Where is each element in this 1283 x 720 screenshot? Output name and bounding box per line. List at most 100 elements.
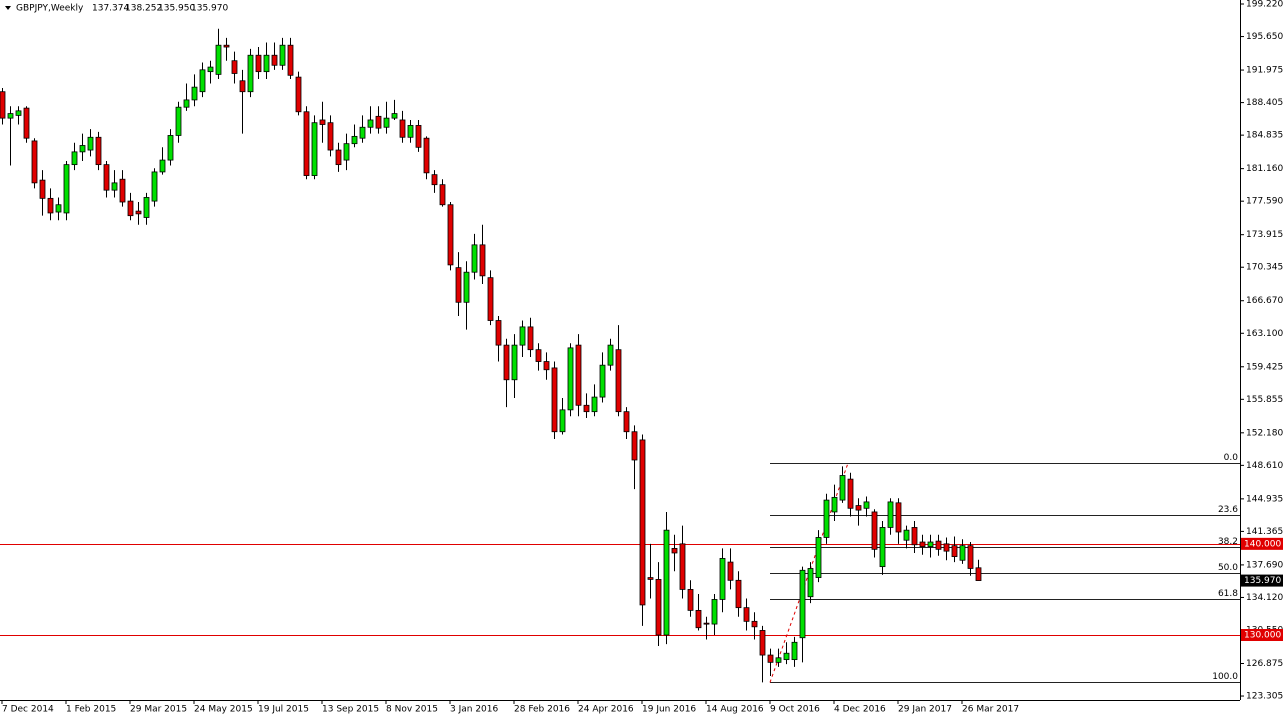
candle-body	[703, 622, 710, 625]
x-tick-label: 1 Feb 2015	[66, 705, 116, 715]
y-tick-label: 199.220	[1246, 0, 1283, 10]
x-tick-label: 28 Feb 2016	[514, 705, 570, 715]
last-price-box	[1241, 574, 1283, 587]
candle-body	[831, 496, 838, 513]
candle-body	[927, 541, 934, 547]
candle-body	[823, 499, 830, 538]
candle-body	[359, 126, 366, 139]
fib-label: 100.0	[1212, 672, 1238, 682]
candle-body	[23, 107, 30, 139]
candle-body	[191, 86, 198, 101]
y-tick-label: 188.405	[1246, 98, 1283, 108]
candle-body	[471, 244, 478, 273]
y-tick-label: 159.425	[1246, 362, 1283, 372]
candle-body	[167, 135, 174, 161]
y-tick-label: 177.590	[1246, 197, 1283, 207]
candle-body	[607, 344, 614, 366]
candle-body	[967, 545, 974, 569]
candle-body	[111, 182, 118, 191]
candle-body	[783, 652, 790, 661]
candle-body	[535, 349, 542, 362]
candle-body	[727, 561, 734, 581]
x-tick-label: 29 Jan 2017	[898, 705, 952, 715]
x-tick-label: 9 Oct 2016	[770, 705, 820, 715]
candle-body	[239, 80, 246, 93]
candle-body	[479, 244, 486, 277]
header-value: 135.970	[191, 4, 228, 14]
candle-body	[103, 164, 110, 191]
x-tick-label: 7 Dec 2014	[2, 705, 54, 715]
candle-body	[975, 567, 982, 581]
last-price-label: 135.970	[1244, 576, 1281, 586]
candle-body	[399, 119, 406, 138]
candle-body	[503, 344, 510, 381]
candle-body	[231, 60, 238, 74]
y-tick-label: 126.875	[1246, 659, 1283, 669]
candle-body	[879, 527, 886, 568]
header-value: 137.374	[92, 4, 129, 14]
candle-body	[663, 529, 670, 636]
candle-body	[311, 122, 318, 176]
candle-body	[223, 44, 230, 48]
candle-body	[951, 545, 958, 558]
fib-label: 38.2	[1218, 537, 1238, 547]
candle-body	[247, 54, 254, 93]
candle-body	[919, 541, 926, 547]
candle-body	[15, 110, 22, 116]
candle-body	[55, 204, 62, 213]
candle-body	[303, 111, 310, 176]
candle-body	[71, 151, 78, 166]
x-tick-label: 29 Mar 2015	[130, 705, 187, 715]
fib-label: 61.8	[1218, 589, 1238, 599]
candle-body	[47, 197, 54, 214]
x-tick-label: 3 Jan 2016	[450, 705, 498, 715]
candle-body	[255, 54, 262, 73]
candle-body	[847, 478, 854, 509]
y-tick-label: 163.100	[1246, 329, 1283, 339]
y-tick-label: 155.855	[1246, 395, 1283, 405]
candle-body	[687, 589, 694, 611]
candle-body	[95, 136, 102, 166]
y-tick-label: 173.915	[1246, 230, 1283, 240]
candle-body	[551, 367, 558, 433]
candle-body	[463, 271, 470, 303]
chart-title: GBPJPY,Weekly	[16, 4, 84, 14]
candle-body	[623, 411, 630, 433]
y-tick-label: 148.610	[1246, 461, 1283, 471]
candle-body	[743, 607, 750, 622]
x-tick-label: 14 Aug 2016	[706, 705, 764, 715]
candle-body	[319, 119, 326, 125]
candle-body	[407, 125, 414, 138]
candle-body	[791, 641, 798, 661]
candle-body	[391, 113, 398, 119]
candle-body	[511, 344, 518, 381]
fib-label: 0.0	[1224, 453, 1239, 463]
candle-body	[135, 210, 142, 215]
candle-body	[423, 137, 430, 174]
candle-body	[439, 184, 446, 206]
candle-body	[367, 119, 374, 128]
candle-body	[215, 44, 222, 75]
candle-body	[839, 475, 846, 501]
candle-body	[735, 579, 742, 609]
candle-body	[599, 364, 606, 398]
fib-label: 50.0	[1218, 563, 1238, 573]
hline-price-label: 140.000	[1244, 539, 1281, 549]
candle-body	[815, 537, 822, 578]
y-tick-label: 134.120	[1246, 593, 1283, 603]
y-tick-label: 191.975	[1246, 66, 1283, 76]
candle-body	[183, 99, 190, 108]
candle-body	[335, 149, 342, 166]
header-value: 135.950	[158, 4, 195, 14]
x-tick-label: 26 Mar 2017	[962, 705, 1019, 715]
x-tick-label: 24 Apr 2016	[578, 705, 634, 715]
candle-body	[87, 136, 94, 151]
candle-body	[519, 326, 526, 346]
candle-body	[759, 630, 766, 656]
candle-body	[695, 609, 702, 629]
fib-label: 23.6	[1218, 505, 1238, 515]
candle-body	[631, 431, 638, 461]
candle-body	[151, 171, 158, 202]
